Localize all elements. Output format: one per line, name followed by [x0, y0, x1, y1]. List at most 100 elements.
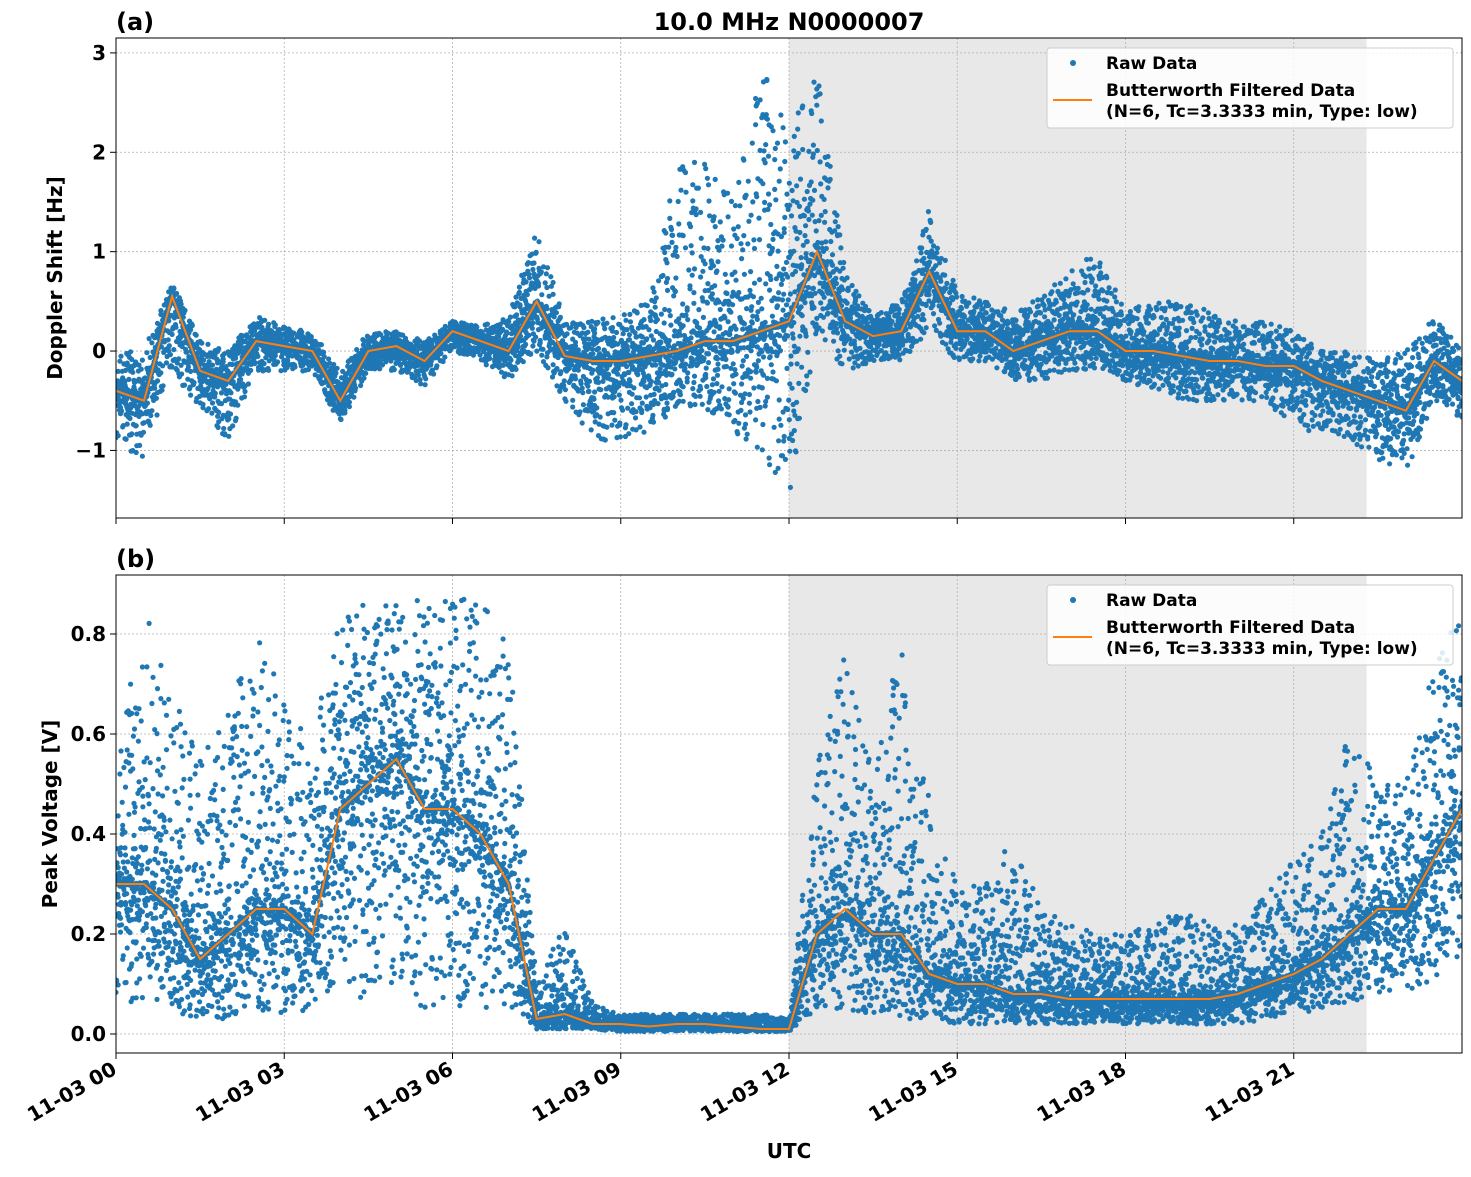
raw-data-point	[802, 233, 807, 238]
raw-data-point	[690, 182, 695, 187]
raw-data-point	[772, 187, 777, 192]
raw-data-point	[209, 411, 214, 416]
raw-data-point	[731, 381, 736, 386]
raw-data-point	[756, 216, 761, 221]
raw-data-point	[712, 329, 717, 334]
y-tick-label: −1	[75, 438, 106, 462]
raw-data-point	[719, 384, 724, 389]
raw-data-point	[418, 381, 423, 386]
raw-data-point	[644, 336, 649, 341]
raw-data-point	[784, 260, 789, 265]
raw-data-point	[765, 376, 770, 381]
raw-data-point	[781, 266, 786, 271]
raw-data-point	[248, 368, 253, 373]
raw-data-point	[767, 288, 772, 293]
raw-data-point	[697, 326, 702, 331]
raw-data-point	[763, 403, 768, 408]
raw-data-point	[686, 267, 691, 272]
raw-data-point	[673, 275, 678, 280]
raw-data-point	[760, 422, 765, 427]
raw-data-point	[579, 381, 584, 386]
raw-data-point	[517, 285, 522, 290]
raw-data-point	[525, 292, 530, 297]
raw-data-point	[781, 292, 786, 297]
raw-data-point	[154, 396, 159, 401]
raw-data-point	[806, 208, 811, 213]
raw-data-point	[731, 226, 736, 231]
raw-data-point	[266, 322, 271, 327]
raw-data-point	[768, 354, 773, 359]
raw-data-point	[627, 332, 632, 337]
raw-data-point	[508, 358, 513, 363]
raw-data-point	[784, 366, 789, 371]
raw-data-point	[152, 386, 157, 391]
raw-data-point	[683, 170, 688, 175]
raw-data-point	[747, 401, 752, 406]
raw-data-point	[744, 306, 749, 311]
raw-data-point	[700, 402, 705, 407]
raw-data-point	[516, 344, 521, 349]
raw-data-point	[714, 381, 719, 386]
raw-data-point	[760, 447, 765, 452]
raw-data-point	[795, 127, 800, 132]
raw-data-point	[770, 128, 775, 133]
raw-data-point	[319, 342, 324, 347]
raw-data-point	[737, 203, 742, 208]
raw-data-point	[715, 362, 720, 367]
raw-data-point	[765, 117, 770, 122]
raw-data-point	[747, 288, 752, 293]
raw-data-point	[796, 151, 801, 156]
raw-data-point	[534, 349, 539, 354]
raw-data-point	[802, 300, 807, 305]
raw-data-point	[145, 401, 150, 406]
raw-data-point	[744, 354, 749, 359]
raw-data-point	[783, 139, 788, 144]
raw-data-point	[790, 188, 795, 193]
raw-data-point	[774, 378, 779, 383]
raw-data-point	[736, 180, 741, 185]
raw-data-point	[782, 159, 787, 164]
raw-data-point	[617, 392, 622, 397]
raw-data-point	[184, 349, 189, 354]
raw-data-point	[758, 405, 763, 410]
raw-data-point	[655, 317, 660, 322]
raw-data-point	[536, 281, 541, 286]
raw-data-point	[786, 297, 791, 302]
raw-data-point	[140, 358, 145, 363]
raw-data-point	[216, 410, 221, 415]
raw-data-point	[791, 336, 796, 341]
raw-data-point	[654, 295, 659, 300]
raw-data-point	[627, 378, 632, 383]
raw-data-point	[699, 236, 704, 241]
raw-data-point	[715, 356, 720, 361]
raw-data-point	[759, 296, 764, 301]
raw-data-point	[191, 380, 196, 385]
raw-data-point	[624, 364, 629, 369]
raw-data-point	[255, 354, 260, 359]
raw-data-point	[777, 333, 782, 338]
raw-data-point	[635, 310, 640, 315]
raw-data-point	[793, 449, 798, 454]
raw-data-point	[161, 383, 166, 388]
raw-data-point	[664, 260, 669, 265]
raw-data-point	[705, 407, 710, 412]
raw-data-point	[548, 274, 553, 279]
raw-data-point	[765, 395, 770, 400]
raw-data-point	[713, 224, 718, 229]
raw-data-point	[594, 405, 599, 410]
raw-data-point	[617, 422, 622, 427]
raw-data-point	[706, 360, 711, 365]
raw-data-point	[158, 370, 163, 375]
raw-data-point	[631, 385, 636, 390]
raw-data-point	[763, 320, 768, 325]
raw-data-point	[544, 271, 549, 276]
raw-data-point	[625, 327, 630, 332]
raw-data-point	[738, 408, 743, 413]
raw-data-point	[790, 386, 795, 391]
raw-data-point	[701, 315, 706, 320]
raw-data-point	[797, 416, 802, 421]
raw-data-point	[652, 289, 657, 294]
raw-data-point	[595, 375, 600, 380]
raw-data-point	[794, 400, 799, 405]
